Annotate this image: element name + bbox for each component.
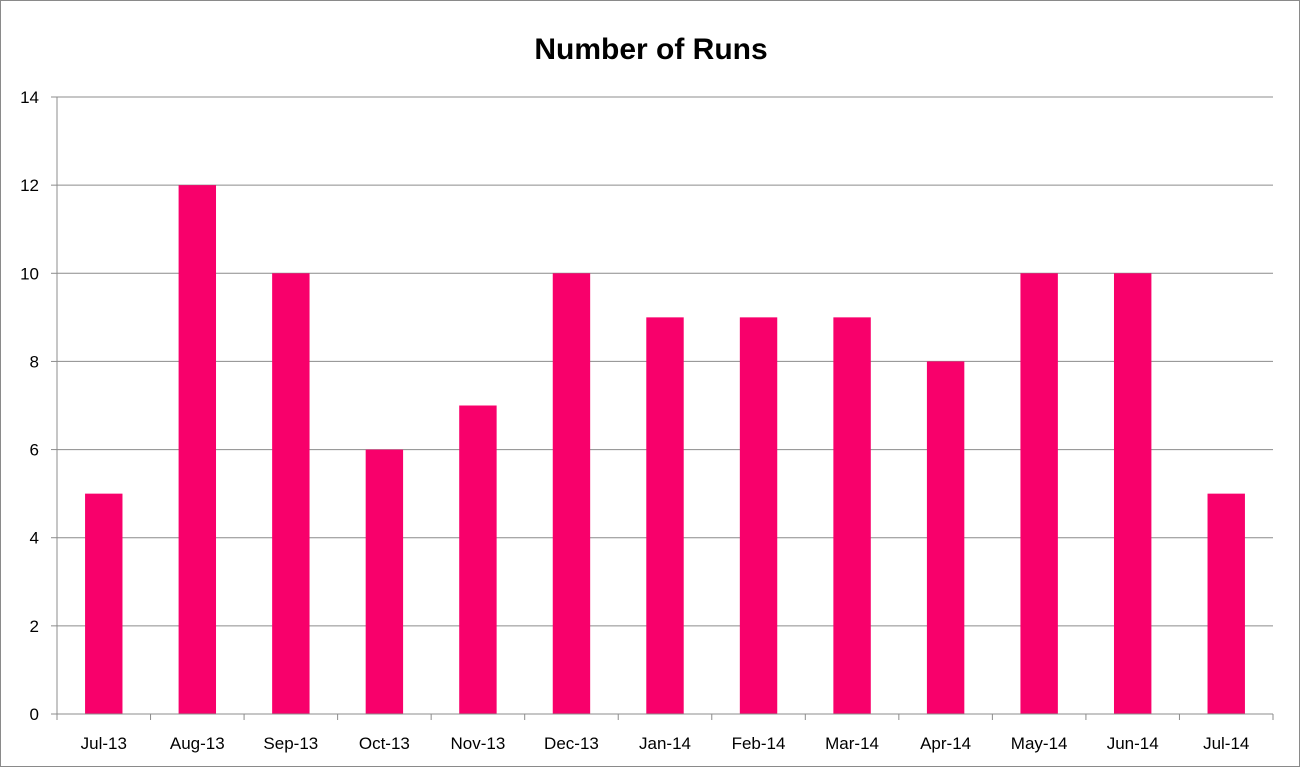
- bar: [178, 185, 217, 715]
- y-tick-label: 4: [30, 529, 39, 548]
- bar: [365, 449, 404, 714]
- y-tick-label: 14: [20, 88, 39, 107]
- bar: [272, 273, 310, 714]
- y-tick-label: 2: [30, 617, 39, 636]
- x-tick-label: Mar-14: [825, 734, 879, 753]
- bars: [85, 185, 1245, 715]
- axes: [56, 97, 1273, 715]
- x-tick-label: Jan-14: [639, 734, 691, 753]
- x-tick-label: Aug-13: [170, 734, 225, 753]
- x-tick-label: Jul-14: [1203, 734, 1249, 753]
- bar: [646, 317, 684, 714]
- bar: [1020, 273, 1058, 714]
- bar: [739, 317, 778, 714]
- y-tick-label: 6: [30, 441, 39, 460]
- y-tick-label: 0: [30, 705, 39, 724]
- bar: [1207, 493, 1245, 714]
- bar: [459, 405, 497, 714]
- x-tick-label: Dec-13: [544, 734, 599, 753]
- y-tick-label: 8: [30, 352, 39, 371]
- bar: [85, 493, 123, 714]
- bar: [552, 273, 591, 714]
- bar: [926, 361, 965, 714]
- x-tick-label: Apr-14: [920, 734, 971, 753]
- x-axis-ticks: Jul-13 Aug-13 Sep-13 Oct-13 Nov-13 Dec-13 Jan-…: [56, 714, 1274, 753]
- x-tick-label: May-14: [1011, 734, 1068, 753]
- y-axis-ticks: 0 2 4 6 8 10 12 14: [20, 88, 57, 724]
- x-tick-label: Sep-13: [263, 734, 318, 753]
- x-tick-label: Jul-13: [81, 734, 127, 753]
- chart-title: Number of Runs: [534, 33, 767, 66]
- y-tick-label: 10: [20, 264, 39, 283]
- bar: [833, 317, 871, 714]
- x-tick-label: Feb-14: [732, 734, 786, 753]
- y-tick-label: 12: [20, 176, 39, 195]
- x-tick-label: Nov-13: [451, 734, 506, 753]
- x-tick-label: Jun-14: [1107, 734, 1159, 753]
- x-tick-label: Oct-13: [359, 734, 410, 753]
- bar: [1113, 273, 1152, 714]
